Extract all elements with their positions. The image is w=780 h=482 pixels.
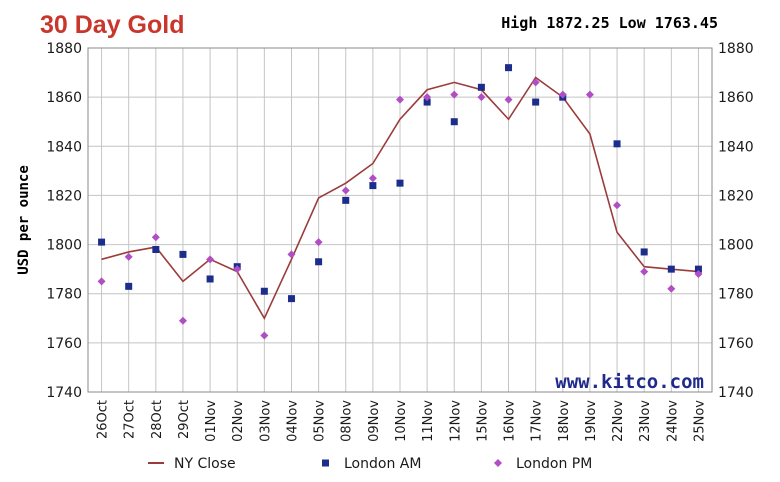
chart-title: 30 Day Gold	[40, 11, 185, 39]
point-london-am	[423, 98, 431, 106]
x-tick-label: 09Nov	[367, 400, 382, 442]
x-tick-label: 29Oct	[177, 400, 192, 439]
point-london-pm	[558, 90, 567, 99]
point-london-pm	[423, 93, 432, 102]
y-tick-label-right: 1780	[718, 287, 754, 303]
y-tick-label-right: 1760	[718, 336, 754, 352]
point-london-am	[640, 248, 648, 256]
legend-swatch-london-pm	[494, 459, 502, 467]
y-axis-label: USD per ounce	[16, 165, 32, 275]
legend-label: London AM	[344, 456, 421, 472]
point-london-am	[260, 287, 268, 295]
point-london-pm	[477, 93, 486, 102]
point-london-am	[505, 64, 513, 72]
point-london-pm	[585, 90, 594, 99]
x-tick-label: 18Nov	[557, 400, 572, 442]
y-tick-label-left: 1880	[46, 41, 82, 57]
point-london-am	[694, 265, 702, 273]
legend-swatch-london-am	[322, 459, 329, 467]
point-london-pm	[206, 255, 215, 264]
point-london-pm	[124, 252, 133, 261]
x-tick-label: 22Nov	[611, 400, 626, 442]
y-tick-label-left: 1800	[46, 238, 82, 254]
point-london-pm	[151, 233, 160, 242]
point-london-am	[152, 245, 160, 253]
point-london-pm	[504, 95, 513, 104]
point-london-pm	[314, 238, 323, 247]
x-tick-label: 24Nov	[665, 400, 680, 442]
y-tick-label-right: 1820	[718, 188, 754, 204]
x-tick-label: 10Nov	[394, 400, 409, 442]
point-london-am	[98, 238, 106, 246]
point-london-pm	[694, 270, 703, 279]
legend-label: London PM	[516, 456, 592, 472]
y-tick-label-left: 1760	[46, 336, 82, 352]
y-tick-label-left: 1860	[46, 90, 82, 106]
point-london-pm	[396, 95, 404, 104]
y-tick-label-left: 1840	[46, 139, 82, 155]
point-london-pm	[97, 277, 106, 286]
point-london-am	[206, 275, 214, 283]
x-tick-label: 12Nov	[448, 400, 463, 442]
point-london-am	[532, 98, 540, 106]
point-london-am	[369, 182, 377, 190]
point-london-pm	[233, 265, 242, 274]
x-tick-label: 26Oct	[96, 400, 111, 439]
grid	[88, 47, 712, 393]
point-london-am	[450, 118, 458, 126]
point-london-pm	[287, 250, 296, 259]
legend: NY Close London AM London PM	[148, 456, 592, 472]
y-tick-label-right: 1800	[718, 238, 754, 254]
y-tick-label-left: 1740	[46, 385, 82, 401]
x-tick-label: 28Oct	[150, 400, 165, 439]
x-tick-label: 16Nov	[503, 400, 518, 442]
x-tick-label: 23Nov	[638, 400, 653, 442]
point-london-am	[667, 265, 675, 273]
point-london-am	[287, 295, 295, 303]
axes: 1740 1740 1760 1760 1780 1780 1800 1800 1820 1820…	[46, 41, 753, 442]
x-tick-label: 11Nov	[421, 400, 436, 442]
x-tick-label: 02Nov	[231, 400, 246, 442]
point-london-pm	[450, 90, 459, 99]
point-london-am	[179, 250, 187, 258]
point-london-pm	[613, 201, 622, 210]
series	[97, 64, 703, 340]
high-low-readout: High 1872.25 Low 1763.45	[501, 14, 718, 32]
y-tick-label-right: 1840	[718, 139, 754, 155]
point-london-pm	[260, 331, 269, 340]
x-tick-label: 19Nov	[584, 400, 599, 442]
plot-frame	[87, 47, 713, 393]
point-london-pm	[341, 186, 350, 195]
point-london-am	[613, 140, 621, 148]
point-london-am	[477, 83, 485, 91]
x-tick-label: 05Nov	[313, 400, 328, 442]
x-tick-label: 15Nov	[475, 400, 490, 442]
point-london-pm	[531, 78, 540, 87]
point-london-pm	[178, 316, 187, 325]
x-tick-label: 25Nov	[692, 400, 707, 442]
y-tick-label-left: 1780	[46, 287, 82, 303]
y-tick-label-right: 1740	[718, 385, 754, 401]
point-london-am	[342, 196, 350, 204]
x-tick-label: 03Nov	[258, 400, 273, 442]
series-line-ny-close	[101, 76, 699, 321]
point-london-am	[315, 258, 323, 266]
watermark-text: www.kitco.com	[555, 371, 704, 393]
x-tick-label: 17Nov	[530, 400, 545, 442]
y-tick-label-left: 1820	[46, 188, 82, 204]
x-tick-label: 08Nov	[340, 400, 355, 442]
legend-label: NY Close	[174, 456, 236, 472]
x-tick-label: 01Nov	[204, 400, 219, 442]
point-london-am	[125, 282, 133, 290]
point-london-pm	[640, 267, 649, 276]
x-tick-label: 27Oct	[123, 400, 138, 439]
point-london-pm	[667, 284, 676, 293]
point-london-am	[396, 179, 404, 187]
y-tick-label-right: 1880	[718, 41, 754, 57]
point-london-pm	[368, 174, 377, 183]
y-tick-label-right: 1860	[718, 90, 754, 106]
x-tick-label: 04Nov	[285, 400, 300, 442]
